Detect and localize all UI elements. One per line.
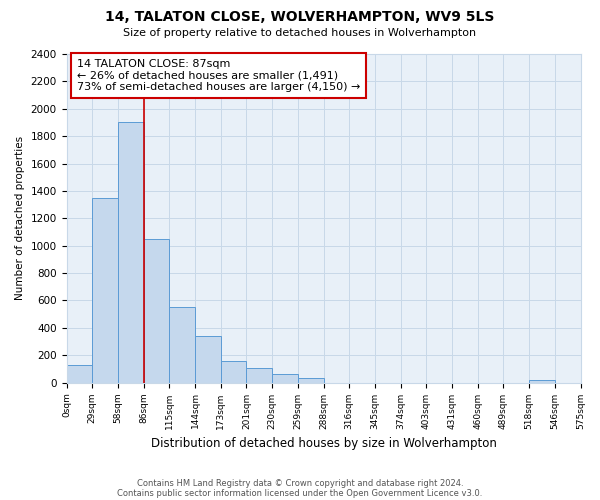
- Bar: [92, 198, 118, 382]
- Text: Contains public sector information licensed under the Open Government Licence v3: Contains public sector information licen…: [118, 488, 482, 498]
- Bar: [529, 380, 555, 382]
- Text: 14 TALATON CLOSE: 87sqm
← 26% of detached houses are smaller (1,491)
73% of semi: 14 TALATON CLOSE: 87sqm ← 26% of detache…: [77, 59, 360, 92]
- Bar: [118, 122, 143, 382]
- Bar: [298, 378, 323, 382]
- Bar: [272, 374, 298, 382]
- Text: 14, TALATON CLOSE, WOLVERHAMPTON, WV9 5LS: 14, TALATON CLOSE, WOLVERHAMPTON, WV9 5L…: [106, 10, 494, 24]
- Bar: [195, 336, 221, 382]
- Y-axis label: Number of detached properties: Number of detached properties: [15, 136, 25, 300]
- Bar: [221, 362, 247, 382]
- Bar: [67, 366, 92, 382]
- Text: Contains HM Land Registry data © Crown copyright and database right 2024.: Contains HM Land Registry data © Crown c…: [137, 478, 463, 488]
- Text: Size of property relative to detached houses in Wolverhampton: Size of property relative to detached ho…: [124, 28, 476, 38]
- Bar: [143, 239, 169, 382]
- Bar: [247, 368, 272, 382]
- Bar: [169, 308, 195, 382]
- X-axis label: Distribution of detached houses by size in Wolverhampton: Distribution of detached houses by size …: [151, 437, 496, 450]
